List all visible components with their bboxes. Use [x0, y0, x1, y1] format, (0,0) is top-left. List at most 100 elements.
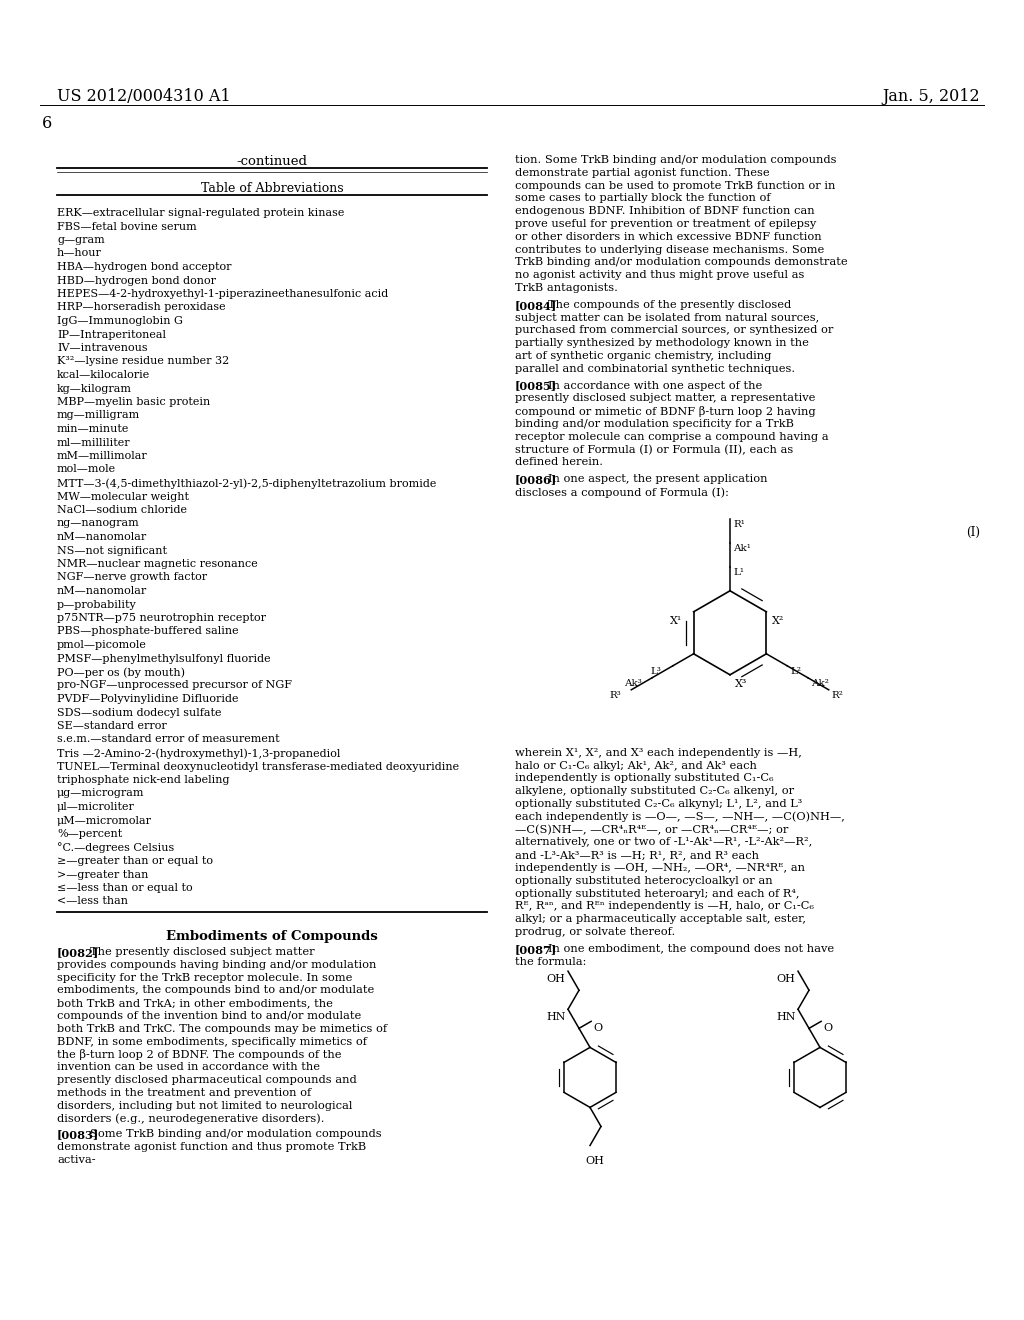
- Text: In accordance with one aspect of the: In accordance with one aspect of the: [548, 380, 762, 391]
- Text: (I): (I): [966, 525, 980, 539]
- Text: invention can be used in accordance with the: invention can be used in accordance with…: [57, 1063, 319, 1072]
- Text: demonstrate partial agonist function. These: demonstrate partial agonist function. Th…: [515, 168, 770, 178]
- Text: presently disclosed subject matter, a representative: presently disclosed subject matter, a re…: [515, 393, 815, 404]
- Text: OH: OH: [776, 974, 795, 985]
- Text: [0085]: [0085]: [515, 380, 557, 392]
- Text: NS—not significant: NS—not significant: [57, 545, 167, 556]
- Text: some cases to partially block the function of: some cases to partially block the functi…: [515, 194, 771, 203]
- Text: g—gram: g—gram: [57, 235, 104, 246]
- Text: ≤—less than or equal to: ≤—less than or equal to: [57, 883, 193, 894]
- Text: mM—millimolar: mM—millimolar: [57, 451, 147, 461]
- Text: structure of Formula (I) or Formula (II), each as: structure of Formula (I) or Formula (II)…: [515, 445, 794, 455]
- Text: The presently disclosed subject matter: The presently disclosed subject matter: [90, 946, 314, 957]
- Text: MTT—3-(4,5-dimethylthiazol-2-yl)-2,5-diphenyltetrazolium bromide: MTT—3-(4,5-dimethylthiazol-2-yl)-2,5-dip…: [57, 478, 436, 488]
- Text: SE—standard error: SE—standard error: [57, 721, 167, 731]
- Text: compounds of the invention bind to and/or modulate: compounds of the invention bind to and/o…: [57, 1011, 361, 1020]
- Text: partially synthesized by methodology known in the: partially synthesized by methodology kno…: [515, 338, 809, 348]
- Text: s.e.m.—standard error of measurement: s.e.m.—standard error of measurement: [57, 734, 280, 744]
- Text: R²: R²: [831, 690, 844, 700]
- Text: halo or C₁-C₆ alkyl; Ak¹, Ak², and Ak³ each: halo or C₁-C₆ alkyl; Ak¹, Ak², and Ak³ e…: [515, 760, 757, 771]
- Text: NGF—nerve growth factor: NGF—nerve growth factor: [57, 573, 207, 582]
- Text: μM—micromolar: μM—micromolar: [57, 816, 152, 825]
- Text: both TrkB and TrkC. The compounds may be mimetics of: both TrkB and TrkC. The compounds may be…: [57, 1024, 387, 1034]
- Text: pro-NGF—unprocessed precursor of NGF: pro-NGF—unprocessed precursor of NGF: [57, 681, 292, 690]
- Text: disorders, including but not limited to neurological: disorders, including but not limited to …: [57, 1101, 352, 1110]
- Text: optionally substituted heteroaryl; and each of R⁴,: optionally substituted heteroaryl; and e…: [515, 888, 800, 899]
- Text: independently is —OH, —NH₂, —OR⁴, —NR⁴Rᴱ, an: independently is —OH, —NH₂, —OR⁴, —NR⁴Rᴱ…: [515, 863, 805, 873]
- Text: provides compounds having binding and/or modulation: provides compounds having binding and/or…: [57, 960, 377, 970]
- Text: HRP—horseradish peroxidase: HRP—horseradish peroxidase: [57, 302, 225, 313]
- Text: X³: X³: [735, 678, 748, 689]
- Text: Table of Abbreviations: Table of Abbreviations: [201, 182, 343, 195]
- Text: binding and/or modulation specificity for a TrkB: binding and/or modulation specificity fo…: [515, 418, 794, 429]
- Text: Ak¹: Ak¹: [733, 544, 751, 553]
- Text: disorders (e.g., neurodegenerative disorders).: disorders (e.g., neurodegenerative disor…: [57, 1113, 325, 1123]
- Text: μl—microliter: μl—microliter: [57, 803, 135, 812]
- Text: FBS—fetal bovine serum: FBS—fetal bovine serum: [57, 222, 197, 231]
- Text: specificity for the TrkB receptor molecule. In some: specificity for the TrkB receptor molecu…: [57, 973, 352, 982]
- Text: alkylene, optionally substituted C₂-C₆ alkenyl, or: alkylene, optionally substituted C₂-C₆ a…: [515, 787, 795, 796]
- Text: >—greater than: >—greater than: [57, 870, 148, 879]
- Text: [0082]: [0082]: [57, 946, 99, 958]
- Text: activa-: activa-: [57, 1155, 95, 1164]
- Text: BDNF, in some embodiments, specifically mimetics of: BDNF, in some embodiments, specifically …: [57, 1036, 367, 1047]
- Text: TUNEL—Terminal deoxynucleotidyl transferase-mediated deoxyuridine: TUNEL—Terminal deoxynucleotidyl transfer…: [57, 762, 459, 771]
- Text: alternatively, one or two of -L¹-Ak¹—R¹, -L²-Ak²—R²,: alternatively, one or two of -L¹-Ak¹—R¹,…: [515, 837, 812, 847]
- Text: or other disorders in which excessive BDNF function: or other disorders in which excessive BD…: [515, 232, 821, 242]
- Text: 6: 6: [42, 115, 52, 132]
- Text: Tris —2-Amino-2-(hydroxymethyl)-1,3-propanediol: Tris —2-Amino-2-(hydroxymethyl)-1,3-prop…: [57, 748, 340, 759]
- Text: nM—nanomolar: nM—nanomolar: [57, 532, 147, 543]
- Text: L³: L³: [651, 667, 662, 676]
- Text: demonstrate agonist function and thus promote TrkB: demonstrate agonist function and thus pr…: [57, 1142, 367, 1152]
- Text: %—percent: %—percent: [57, 829, 122, 840]
- Text: and -L³-Ak³—R³ is —H; R¹, R², and R³ each: and -L³-Ak³—R³ is —H; R¹, R², and R³ eac…: [515, 850, 759, 861]
- Text: ≥—greater than or equal to: ≥—greater than or equal to: [57, 855, 213, 866]
- Text: methods in the treatment and prevention of: methods in the treatment and prevention …: [57, 1088, 311, 1098]
- Text: parallel and combinatorial synthetic techniques.: parallel and combinatorial synthetic tec…: [515, 364, 795, 374]
- Text: nM—nanomolar: nM—nanomolar: [57, 586, 147, 597]
- Text: both TrkB and TrkA; in other embodiments, the: both TrkB and TrkA; in other embodiments…: [57, 998, 333, 1008]
- Text: embodiments, the compounds bind to and/or modulate: embodiments, the compounds bind to and/o…: [57, 986, 374, 995]
- Text: ng—nanogram: ng—nanogram: [57, 519, 139, 528]
- Text: wherein X¹, X², and X³ each independently is —H,: wherein X¹, X², and X³ each independentl…: [515, 748, 802, 758]
- Text: p75NTR—p75 neurotrophin receptor: p75NTR—p75 neurotrophin receptor: [57, 612, 266, 623]
- Text: IP—Intraperitoneal: IP—Intraperitoneal: [57, 330, 166, 339]
- Text: L¹: L¹: [733, 568, 744, 577]
- Text: NaCl—sodium chloride: NaCl—sodium chloride: [57, 506, 187, 515]
- Text: μg—microgram: μg—microgram: [57, 788, 144, 799]
- Text: MBP—myelin basic protein: MBP—myelin basic protein: [57, 397, 210, 407]
- Text: ml—milliliter: ml—milliliter: [57, 437, 131, 447]
- Text: PO—per os (by mouth): PO—per os (by mouth): [57, 667, 185, 677]
- Text: [0086]: [0086]: [515, 474, 557, 486]
- Text: US 2012/0004310 A1: US 2012/0004310 A1: [57, 88, 230, 106]
- Text: TrkB binding and/or modulation compounds demonstrate: TrkB binding and/or modulation compounds…: [515, 257, 848, 268]
- Text: X²: X²: [772, 616, 784, 626]
- Text: R³: R³: [609, 690, 621, 700]
- Text: IV—intravenous: IV—intravenous: [57, 343, 147, 352]
- Text: prove useful for prevention or treatment of epilepsy: prove useful for prevention or treatment…: [515, 219, 816, 228]
- Text: MW—molecular weight: MW—molecular weight: [57, 491, 189, 502]
- Text: Jan. 5, 2012: Jan. 5, 2012: [883, 88, 980, 106]
- Text: min—minute: min—minute: [57, 424, 129, 434]
- Text: optionally substituted heterocycloalkyl or an: optionally substituted heterocycloalkyl …: [515, 875, 773, 886]
- Text: Ak²: Ak²: [811, 678, 828, 688]
- Text: compounds can be used to promote TrkB function or in: compounds can be used to promote TrkB fu…: [515, 181, 836, 190]
- Text: HEPES—4-2-hydroxyethyl-1-piperazineethanesulfonic acid: HEPES—4-2-hydroxyethyl-1-piperazineethan…: [57, 289, 388, 300]
- Text: OH: OH: [546, 974, 565, 985]
- Text: contributes to underlying disease mechanisms. Some: contributes to underlying disease mechan…: [515, 244, 824, 255]
- Text: <—less than: <—less than: [57, 896, 128, 907]
- Text: IgG—Immunoglobin G: IgG—Immunoglobin G: [57, 315, 183, 326]
- Text: O: O: [823, 1023, 833, 1034]
- Text: -continued: -continued: [237, 154, 307, 168]
- Text: HBD—hydrogen bond donor: HBD—hydrogen bond donor: [57, 276, 216, 285]
- Text: kcal—kilocalorie: kcal—kilocalorie: [57, 370, 151, 380]
- Text: h—hour: h—hour: [57, 248, 101, 259]
- Text: R¹: R¹: [733, 520, 744, 529]
- Text: each independently is —O—, —S—, —NH—, —C(O)NH—,: each independently is —O—, —S—, —NH—, —C…: [515, 812, 845, 822]
- Text: art of synthetic organic chemistry, including: art of synthetic organic chemistry, incl…: [515, 351, 771, 360]
- Text: TrkB antagonists.: TrkB antagonists.: [515, 282, 617, 293]
- Text: °C.—degrees Celsius: °C.—degrees Celsius: [57, 842, 174, 853]
- Text: discloses a compound of Formula (I):: discloses a compound of Formula (I):: [515, 487, 729, 498]
- Text: Some TrkB binding and/or modulation compounds: Some TrkB binding and/or modulation comp…: [90, 1129, 381, 1139]
- Text: independently is optionally substituted C₁-C₆: independently is optionally substituted …: [515, 774, 773, 783]
